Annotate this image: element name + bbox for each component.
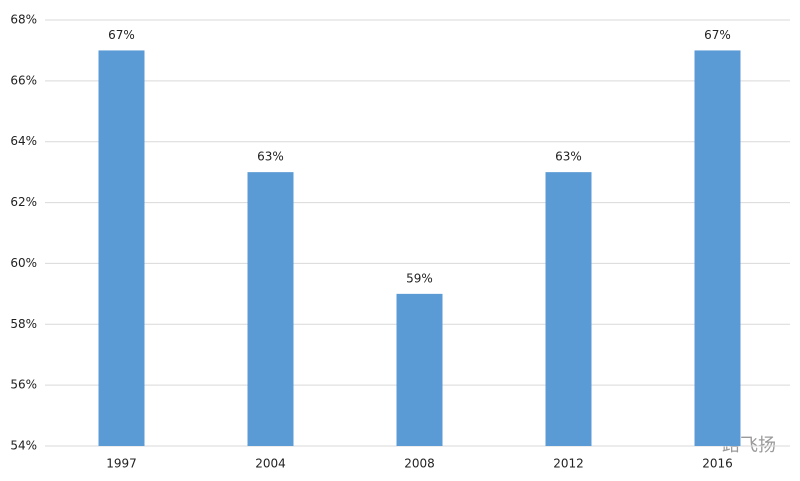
bar bbox=[694, 50, 741, 447]
y-tick-label: 54% bbox=[10, 439, 37, 453]
x-tick-label: 2012 bbox=[553, 457, 584, 471]
x-tick-label: 1997 bbox=[106, 457, 137, 471]
y-tick-label: 58% bbox=[10, 317, 37, 331]
y-tick-label: 62% bbox=[10, 195, 37, 209]
x-tick-label: 2008 bbox=[404, 457, 435, 471]
value-label: 67% bbox=[108, 28, 135, 42]
x-tick-label: 2016 bbox=[702, 457, 733, 471]
bar bbox=[98, 50, 145, 447]
bar bbox=[247, 172, 294, 446]
value-label: 63% bbox=[257, 150, 284, 164]
y-tick-label: 68% bbox=[10, 13, 37, 27]
value-label: 59% bbox=[406, 271, 433, 285]
y-tick-label: 60% bbox=[10, 256, 37, 270]
x-tick-label: 2004 bbox=[255, 457, 286, 471]
bar bbox=[396, 293, 443, 446]
y-tick-label: 56% bbox=[10, 378, 37, 392]
y-tick-label: 66% bbox=[10, 73, 37, 87]
value-label: 63% bbox=[555, 150, 582, 164]
bar bbox=[545, 172, 592, 446]
value-label: 67% bbox=[704, 28, 731, 42]
y-tick-label: 64% bbox=[10, 134, 37, 148]
